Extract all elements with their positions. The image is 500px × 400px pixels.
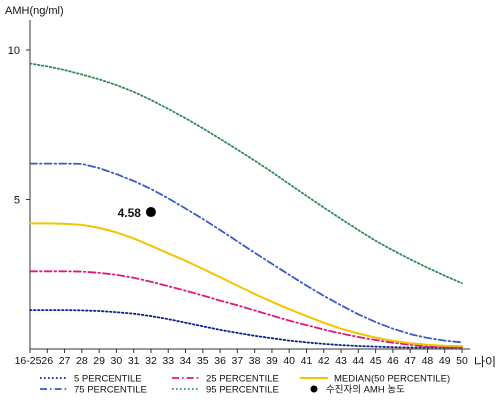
legend-label: 25 PERCENTILE bbox=[206, 374, 279, 385]
y-tick-label: 10 bbox=[8, 45, 20, 57]
x-tick-label: 28 bbox=[76, 355, 88, 367]
x-tick-label: 42 bbox=[318, 355, 330, 367]
x-tick-label: 30 bbox=[111, 355, 123, 367]
legend-item: 75 PERCENTILE bbox=[40, 385, 147, 396]
x-tick-label: 26 bbox=[41, 355, 53, 367]
x-tick-label: 29 bbox=[93, 355, 105, 367]
x-tick-label: 48 bbox=[422, 355, 434, 367]
axes: AMH(ng/ml) 5 10 16-25 26 27 28 29 30 31 32 33 34 35 36… bbox=[5, 5, 496, 369]
series-line-5-percentile bbox=[29, 309, 463, 349]
patient-marker: 4.58 bbox=[118, 206, 156, 220]
x-tick-label: 31 bbox=[128, 355, 140, 367]
series-lines bbox=[29, 62, 463, 349]
legend: 5 PERCENTILE 25 PERCENTILE 75 PERCENTILE ME… bbox=[40, 374, 450, 396]
x-tick-label: 50 bbox=[456, 355, 468, 367]
x-tick-label: 41 bbox=[301, 355, 313, 367]
legend-item: 95 PERCENTILE bbox=[172, 385, 279, 396]
series-line-75-percentile bbox=[29, 162, 463, 344]
x-tick-label: 16-25 bbox=[15, 355, 42, 367]
x-tick-label: 43 bbox=[335, 355, 347, 367]
x-tick-label: 39 bbox=[266, 355, 278, 367]
series-line-median-50-percentile bbox=[29, 222, 463, 347]
legend-item: MEDIAN(50 PERCENTILE) bbox=[300, 374, 450, 385]
x-tick-label: 49 bbox=[439, 355, 451, 367]
x-tick-label: 27 bbox=[59, 355, 71, 367]
x-tick-label: 40 bbox=[283, 355, 295, 367]
x-tick-label: 47 bbox=[404, 355, 416, 367]
patient-amh-value-label: 4.58 bbox=[118, 206, 142, 220]
x-tick-label: 38 bbox=[249, 355, 261, 367]
y-axis-label: AMH(ng/ml) bbox=[5, 5, 64, 17]
x-tick-label: 35 bbox=[197, 355, 209, 367]
legend-item: 25 PERCENTILE bbox=[172, 374, 279, 385]
series-line-95-percentile bbox=[29, 62, 463, 285]
x-tick-label: 34 bbox=[180, 355, 192, 367]
x-tick-label: 33 bbox=[162, 355, 174, 367]
legend-marker-dot bbox=[310, 385, 318, 393]
legend-label: 75 PERCENTILE bbox=[74, 385, 147, 396]
x-tick-label: 46 bbox=[387, 355, 399, 367]
y-tick-label: 5 bbox=[14, 195, 20, 207]
x-tick-label: 45 bbox=[370, 355, 382, 367]
x-axis-label: 나이 bbox=[474, 355, 496, 369]
legend-item: 5 PERCENTILE bbox=[40, 374, 142, 385]
x-tick-label: 37 bbox=[232, 355, 244, 367]
x-tick-label: 32 bbox=[145, 355, 157, 367]
legend-marker-label: 수진자의 AMH 농도 bbox=[326, 385, 405, 396]
legend-label: MEDIAN(50 PERCENTILE) bbox=[334, 374, 450, 385]
legend-label: 95 PERCENTILE bbox=[206, 385, 279, 396]
x-tick-label: 44 bbox=[352, 355, 364, 367]
legend-label: 5 PERCENTILE bbox=[74, 374, 142, 385]
series-line-25-percentile bbox=[29, 270, 463, 349]
x-tick-label: 36 bbox=[214, 355, 226, 367]
legend-item-marker: 수진자의 AMH 농도 bbox=[310, 385, 405, 396]
patient-amh-point bbox=[145, 207, 156, 218]
